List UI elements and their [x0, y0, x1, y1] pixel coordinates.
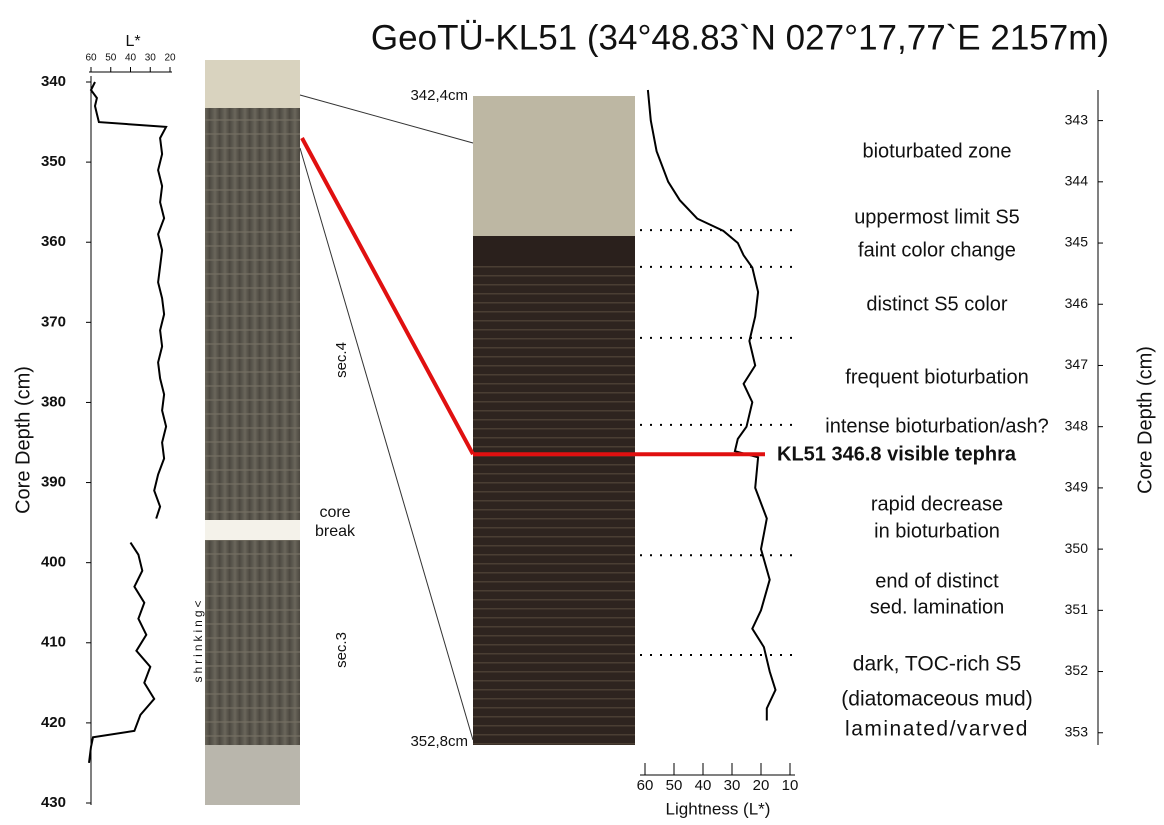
core-label-line2: break	[315, 523, 356, 540]
x-tick-label: 40	[695, 777, 712, 794]
x-tick-label: 20	[753, 777, 770, 794]
core-label: shrinking<	[191, 597, 205, 682]
core-label: sec.3	[333, 632, 350, 668]
x-tick-label: 10	[782, 777, 799, 794]
tephra-link	[302, 138, 473, 454]
profile-line	[89, 82, 166, 763]
y-tick-label: 352	[1065, 662, 1089, 678]
connector	[300, 148, 473, 740]
y-tick-label: 353	[1065, 723, 1089, 739]
figure: GeoTÜ-KL51 (34°48.83`N 027°17,77`E 2157m…	[0, 0, 1164, 825]
zone-label: sed. lamination	[870, 596, 1005, 618]
zone-label: in bioturbation	[874, 520, 1000, 542]
x-axis-label: L*	[125, 33, 140, 50]
x-tick-label: 60	[637, 777, 654, 794]
y-tick-label: 340	[41, 73, 66, 90]
y-tick-label: 410	[41, 634, 66, 651]
x-tick-label: 50	[666, 777, 683, 794]
core-label: core	[319, 504, 350, 521]
y-tick-label: 420	[41, 714, 66, 731]
photo-label: 352,8cm	[410, 733, 468, 750]
x-tick-label: 20	[164, 53, 176, 64]
core-photo	[205, 60, 300, 805]
zone-label: uppermost limit S5	[854, 206, 1020, 228]
y-tick-label: 349	[1065, 479, 1089, 495]
zone-label: dark, TOC-rich S5	[853, 653, 1021, 676]
x-tick-label: 30	[145, 53, 157, 64]
zone-label: bioturbated zone	[862, 140, 1011, 162]
y-tick-label: 430	[41, 794, 66, 811]
y-tick-label: 390	[41, 474, 66, 491]
y-tick-label: 351	[1065, 601, 1089, 617]
zone-label: faint color change	[858, 239, 1016, 261]
y-tick-label: 348	[1065, 417, 1089, 433]
y-tick-label: 360	[41, 233, 66, 250]
title: GeoTÜ-KL51 (34°48.83`N 027°17,77`E 2157m…	[371, 18, 1109, 57]
zone-label: (diatomaceous mud)	[841, 688, 1032, 711]
photo-label: 342,4cm	[410, 87, 468, 104]
zone-label: end of distinct	[875, 570, 999, 592]
zone-label: rapid decrease	[871, 493, 1003, 515]
x-tick-label: 30	[724, 777, 741, 794]
y-tick-label: 370	[41, 313, 66, 330]
y-tick-label: 380	[41, 393, 66, 410]
x-tick-label: 40	[125, 53, 137, 64]
core-label: sec.4	[333, 342, 350, 378]
zone-label: intense bioturbation/ash?	[825, 415, 1049, 437]
y-tick-label: 344	[1065, 173, 1089, 189]
zone-label: frequent bioturbation	[845, 366, 1028, 388]
y-axis-label: Core Depth (cm)	[12, 366, 34, 514]
y-axis-label: Core Depth (cm)	[1134, 346, 1156, 494]
y-tick-label: 400	[41, 554, 66, 571]
y-tick-label: 347	[1065, 356, 1089, 372]
y-tick-label: 343	[1065, 111, 1089, 127]
zone-label: laminated/varved	[845, 718, 1029, 741]
x-tick-label: 50	[105, 53, 117, 64]
y-tick-label: 350	[41, 153, 66, 170]
y-tick-label: 350	[1065, 540, 1089, 556]
x-axis-label: Lightness (L*)	[666, 799, 771, 818]
zoom-photo	[473, 96, 635, 745]
y-tick-label: 346	[1065, 295, 1089, 311]
profile-line	[648, 90, 776, 721]
x-tick-label: 60	[85, 53, 97, 64]
zone-label: distinct S5 color	[866, 293, 1008, 315]
y-tick-label: 345	[1065, 234, 1089, 250]
tephra-label: KL51 346.8 visible tephra	[777, 444, 1017, 466]
